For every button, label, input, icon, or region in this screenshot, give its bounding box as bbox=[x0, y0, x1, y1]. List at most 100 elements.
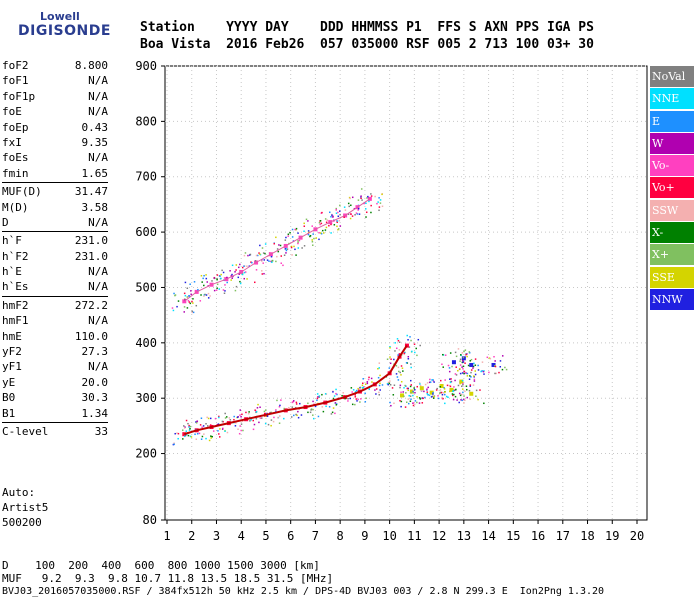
echo-dot bbox=[278, 244, 280, 246]
echo-dot bbox=[470, 376, 472, 378]
echo-dot bbox=[187, 422, 189, 425]
echo-dot bbox=[335, 208, 338, 211]
echo-dot bbox=[298, 408, 300, 410]
echo-dot bbox=[312, 408, 314, 411]
echo-dot bbox=[433, 395, 435, 398]
echo-dot bbox=[355, 398, 358, 400]
echo-dot bbox=[216, 278, 218, 281]
echo-dot bbox=[461, 361, 464, 364]
echo-dot bbox=[418, 397, 421, 399]
x-tick-label: 1 bbox=[163, 529, 170, 543]
echo-dot bbox=[357, 199, 360, 201]
echo-dot bbox=[449, 378, 451, 380]
echo-dot bbox=[426, 391, 429, 393]
echo-dot bbox=[411, 350, 413, 353]
echo-dot bbox=[338, 219, 341, 222]
echo-dot bbox=[350, 204, 352, 207]
echo-dot bbox=[261, 270, 263, 272]
echo-dot bbox=[276, 399, 278, 402]
echo-dot bbox=[173, 443, 175, 446]
echo-dot bbox=[239, 425, 241, 427]
echo-dot bbox=[279, 404, 281, 407]
echo-dot bbox=[418, 382, 421, 384]
echo-dot bbox=[255, 417, 258, 420]
echo-dot bbox=[403, 387, 405, 389]
echo-dot bbox=[416, 401, 418, 404]
echo-dot bbox=[284, 248, 287, 250]
echo-dot bbox=[247, 254, 249, 257]
echo-dot bbox=[426, 392, 428, 395]
echo-dot bbox=[421, 402, 424, 404]
x-tick-label: 2 bbox=[188, 529, 195, 543]
echo-dot bbox=[351, 215, 354, 217]
echo-dot bbox=[282, 264, 284, 267]
echo-dot bbox=[357, 209, 359, 211]
echo-dot bbox=[184, 435, 186, 438]
echo-dot bbox=[205, 274, 207, 276]
echo-dot bbox=[442, 353, 444, 356]
echo-dot bbox=[448, 384, 451, 387]
echo-dot bbox=[324, 218, 327, 220]
echo-dot bbox=[292, 400, 295, 402]
echo-dot bbox=[320, 222, 323, 225]
echo-dot bbox=[241, 273, 244, 276]
echo-dot bbox=[243, 265, 245, 267]
echo-dot bbox=[377, 201, 379, 203]
echo-dot bbox=[436, 387, 438, 390]
echo-dot bbox=[297, 232, 299, 234]
echo-dot bbox=[397, 354, 399, 356]
echo-dot bbox=[191, 300, 193, 303]
echo-dot bbox=[416, 385, 419, 388]
echo-dot bbox=[470, 371, 472, 374]
header-labels: Station YYYY DAY DDD HHMMSS P1 FFS S AXN… bbox=[140, 20, 594, 35]
echo-dot bbox=[461, 388, 464, 390]
echo-dot bbox=[409, 336, 411, 338]
echo-dot bbox=[413, 403, 416, 406]
echo-dot bbox=[389, 380, 391, 382]
echo-dot bbox=[191, 310, 194, 313]
echo-dot bbox=[334, 412, 336, 415]
x-tick-label: 7 bbox=[312, 529, 319, 543]
echo-dot bbox=[307, 220, 309, 222]
echo-dot bbox=[370, 195, 373, 197]
y-tick-label: 300 bbox=[135, 391, 157, 405]
echo-dot bbox=[489, 357, 492, 360]
echo-dot bbox=[247, 412, 250, 415]
echo-dot bbox=[220, 273, 222, 276]
echo-dot bbox=[439, 389, 442, 391]
data-point bbox=[459, 379, 464, 384]
echo-dot bbox=[367, 195, 369, 198]
param-label: yF1 bbox=[2, 360, 22, 374]
echo-dot bbox=[182, 438, 184, 440]
echo-dot bbox=[222, 427, 224, 430]
param-label: h`Es bbox=[2, 280, 29, 294]
echo-dot bbox=[360, 197, 362, 200]
echo-dot bbox=[224, 278, 227, 280]
echo-dot bbox=[321, 393, 323, 396]
param-value: 9.35 bbox=[81, 135, 109, 149]
echo-dot bbox=[190, 436, 193, 438]
echo-dot bbox=[240, 415, 242, 418]
echo-dot bbox=[226, 276, 228, 279]
echo-dot bbox=[212, 430, 215, 432]
echo-dot bbox=[347, 202, 350, 205]
echo-dot bbox=[448, 367, 451, 369]
echo-dot bbox=[276, 255, 278, 258]
echo-dot bbox=[259, 406, 261, 408]
echo-dot bbox=[412, 394, 414, 397]
echo-dot bbox=[415, 347, 417, 350]
echo-dot bbox=[413, 387, 415, 389]
param-label: foF2 bbox=[2, 59, 29, 72]
echo-dot bbox=[280, 399, 282, 401]
param-row: MUF(D) 31.47 bbox=[2, 184, 108, 199]
param-value: N/A bbox=[88, 280, 108, 294]
echo-dot bbox=[407, 402, 410, 405]
echo-dot bbox=[466, 372, 469, 375]
echo-dot bbox=[495, 372, 497, 375]
echo-dot bbox=[399, 399, 401, 402]
echo-dot bbox=[441, 363, 443, 366]
echo-dot bbox=[231, 273, 233, 276]
param-value: N/A bbox=[88, 151, 108, 165]
echo-dot bbox=[266, 259, 269, 261]
echo-dot bbox=[416, 396, 418, 398]
